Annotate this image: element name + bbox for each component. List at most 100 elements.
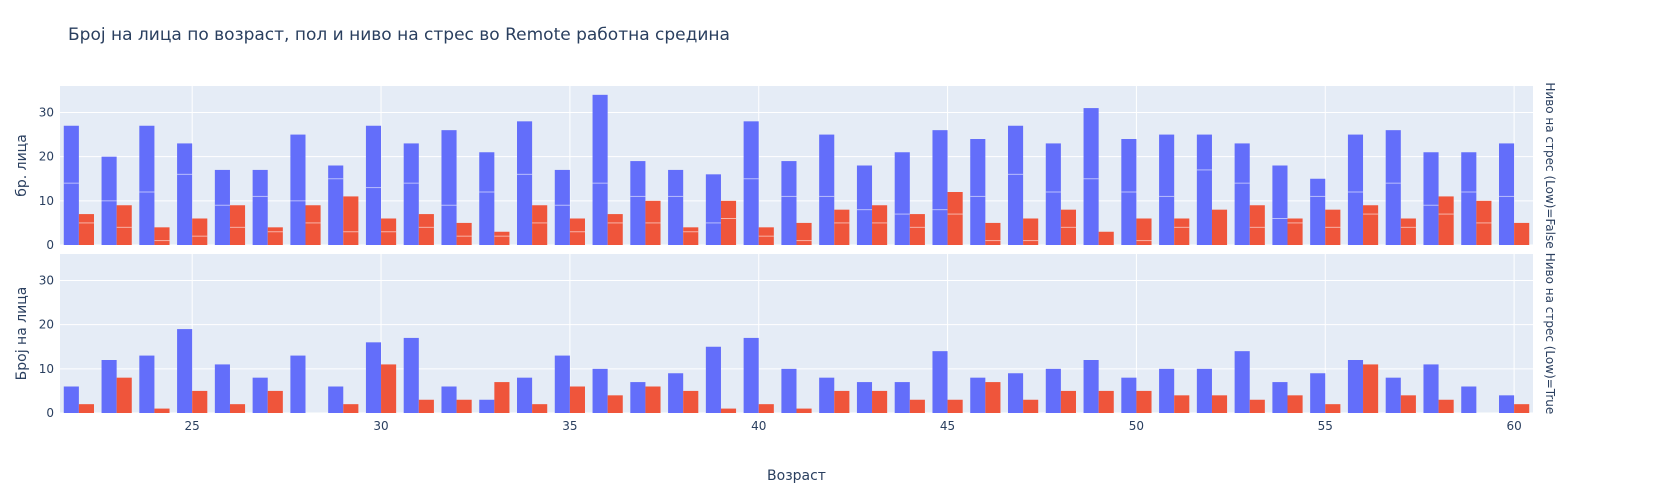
bar — [532, 404, 548, 413]
x-tick-label: 35 — [562, 419, 577, 433]
bar — [494, 382, 510, 413]
bar — [78, 214, 94, 245]
bar — [1136, 218, 1152, 245]
bar — [418, 399, 434, 413]
bar — [1023, 218, 1039, 245]
bar — [554, 169, 570, 245]
bar — [63, 386, 79, 413]
bar — [1234, 351, 1250, 413]
bar — [305, 205, 321, 245]
x-tick-label: 45 — [940, 419, 955, 433]
y-ticks-top: 0 10 20 30 — [39, 106, 54, 253]
bar — [154, 227, 170, 245]
bar — [705, 346, 721, 413]
bar — [1249, 399, 1265, 413]
bar — [267, 390, 283, 413]
bar — [1514, 222, 1530, 245]
y-tick-label: 0 — [46, 238, 54, 252]
x-ticks: 25 30 35 40 45 50 55 60 — [185, 419, 1522, 433]
y-tick-label: 0 — [46, 406, 54, 420]
bar — [1423, 364, 1439, 413]
bar — [592, 94, 608, 245]
x-tick-label: 55 — [1318, 419, 1333, 433]
bar — [177, 143, 193, 245]
facet-label-top: Ниво на стрес (Low)=False — [1543, 82, 1557, 248]
bar — [403, 337, 419, 413]
bar — [290, 134, 306, 245]
bar — [381, 364, 397, 413]
bar — [932, 351, 948, 413]
bar — [532, 205, 548, 245]
bar — [214, 364, 230, 413]
bar — [1136, 390, 1152, 413]
bar — [328, 165, 344, 245]
bar — [139, 125, 155, 245]
bar — [214, 169, 230, 245]
bar — [668, 169, 684, 245]
bar — [683, 227, 699, 245]
bar — [1287, 395, 1303, 413]
bar — [781, 161, 797, 245]
bar — [494, 231, 510, 245]
bar — [970, 139, 986, 245]
bar — [630, 161, 646, 245]
bar — [139, 355, 155, 413]
bar — [252, 377, 268, 413]
bar — [290, 355, 306, 413]
bar — [834, 209, 850, 245]
bar — [1272, 165, 1288, 245]
bar — [909, 214, 925, 245]
bar — [1060, 390, 1076, 413]
bar — [856, 165, 873, 245]
bars-bottom — [63, 329, 1530, 413]
bar — [365, 125, 382, 245]
bar — [1499, 395, 1515, 413]
bar — [441, 386, 457, 413]
bar — [116, 377, 132, 413]
bar — [517, 377, 533, 413]
x-tick-label: 40 — [751, 419, 766, 433]
bar — [116, 205, 132, 245]
bar — [479, 399, 495, 413]
bar — [267, 227, 283, 245]
bar — [1008, 373, 1024, 413]
bar — [1325, 404, 1341, 413]
bar — [1310, 373, 1326, 413]
x-axis-title: Возраст — [767, 468, 826, 484]
bar — [1196, 368, 1212, 413]
bar — [1083, 108, 1099, 245]
bar — [1438, 399, 1454, 413]
bar — [1461, 386, 1477, 413]
bar — [403, 143, 419, 245]
y-tick-label: 10 — [39, 362, 54, 376]
y-tick-label: 30 — [39, 106, 54, 120]
bar — [781, 368, 797, 413]
y-tick-label: 10 — [39, 194, 54, 208]
y-axis-title-top: бр. лица — [14, 134, 30, 197]
bar — [1159, 134, 1175, 245]
x-tick-label: 50 — [1129, 419, 1144, 433]
bar — [743, 337, 759, 413]
y-tick-label: 30 — [39, 274, 54, 288]
bar — [1249, 205, 1265, 245]
bar — [456, 399, 472, 413]
bar — [418, 214, 434, 245]
bar — [705, 174, 721, 245]
bar — [1400, 218, 1416, 245]
bar — [154, 408, 170, 413]
x-tick-label: 60 — [1506, 419, 1521, 433]
bar — [758, 404, 774, 413]
bar — [1098, 390, 1114, 413]
bar — [101, 360, 117, 413]
y-tick-label: 20 — [39, 318, 54, 332]
bar — [1196, 134, 1212, 245]
bar — [192, 218, 208, 245]
bar — [947, 399, 963, 413]
bar — [1174, 395, 1190, 413]
bar — [1423, 152, 1439, 245]
bar — [1438, 196, 1454, 245]
bar — [229, 205, 246, 245]
bar — [1363, 205, 1379, 245]
bar — [894, 152, 910, 245]
